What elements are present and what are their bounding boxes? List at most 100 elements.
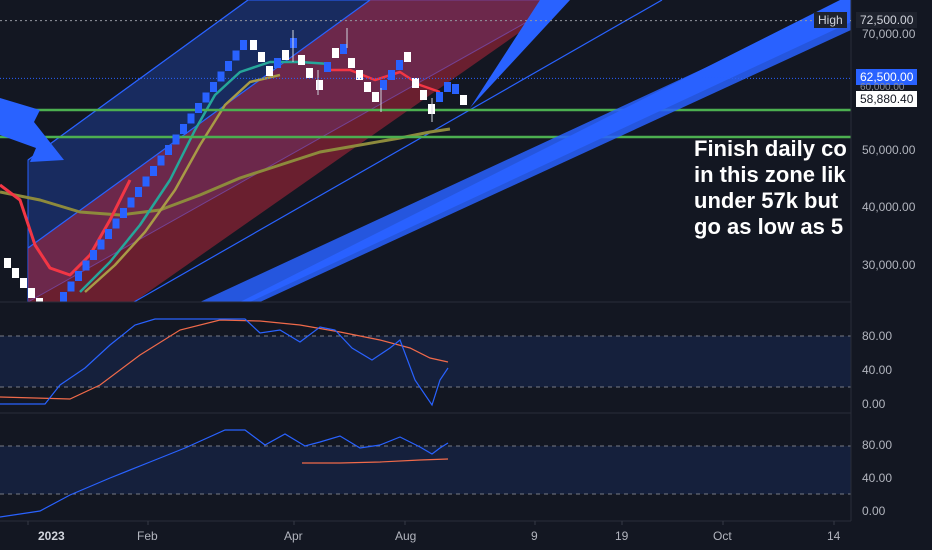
down-arrow-left: [0, 98, 64, 162]
candle-17: [150, 166, 157, 176]
price-tick-70000: 70,000.00: [862, 27, 916, 41]
candle-37: [306, 68, 313, 78]
osc2-tick-40: 40.00: [862, 471, 893, 485]
candle-46: [380, 80, 387, 90]
candle-8: [82, 260, 90, 271]
candle-0: [4, 258, 11, 268]
candle-51: [420, 90, 427, 100]
candle-44: [364, 82, 371, 92]
candle-28: [232, 50, 240, 61]
candle-27: [225, 61, 232, 71]
candle-36: [298, 55, 305, 65]
ma-teal-line: [79, 60, 331, 293]
candle-54: [444, 82, 451, 92]
candle-18: [157, 155, 165, 166]
arrow-steep: [470, 0, 570, 108]
osc2-tick-80: 80.00: [862, 438, 893, 452]
candle-43: [356, 70, 363, 80]
high-label: High: [814, 12, 847, 28]
candle-3: [28, 288, 35, 298]
candle-31: [258, 52, 265, 62]
candle-5: [60, 292, 67, 302]
red-channel-band: [28, 0, 566, 302]
candle-11: [105, 229, 112, 239]
candle-53: [436, 92, 443, 102]
candle-7: [75, 271, 82, 281]
osc2-main-line: [0, 429, 449, 518]
osc1-signal-line: [0, 319, 449, 400]
candle-30: [250, 40, 257, 50]
channel-lower-line: [133, 0, 663, 302]
ma-gold-line: [84, 73, 281, 293]
candle-4: [36, 298, 43, 302]
candle-6: [67, 281, 75, 292]
candle-14: [127, 197, 135, 208]
candle-56: [460, 95, 467, 105]
candle-50: [412, 78, 419, 88]
osc1-tick-40: 40.00: [862, 363, 893, 377]
time-label-14: 14: [827, 529, 841, 543]
candle-16: [142, 176, 150, 187]
candle-48: [396, 60, 403, 70]
channel-upper-line: [27, 0, 249, 161]
candle-41: [340, 44, 347, 54]
candle-12: [112, 218, 120, 229]
osc1-main-line: [0, 318, 449, 407]
candle-19: [165, 145, 172, 155]
osc2-band: [0, 446, 851, 494]
price-tick-40000: 40,000.00: [862, 200, 916, 214]
osc1-tick-0: 0.00: [862, 397, 886, 411]
candle-55: [452, 84, 459, 94]
candle-15: [135, 187, 142, 197]
candle-29: [240, 40, 247, 50]
channel-layer: [27, 0, 663, 302]
ma-red-line: [0, 179, 132, 277]
candle-13: [120, 208, 127, 218]
candle-42: [348, 58, 355, 68]
candle-22: [187, 113, 195, 124]
osc2-signal-line: [302, 458, 449, 464]
candle-45: [372, 92, 379, 102]
price-tick-30000: 30,000.00: [862, 258, 916, 272]
chart-annotation: Finish daily co in this zone lik under 5…: [694, 136, 847, 239]
osc1-tick-80: 80.00: [862, 329, 893, 343]
axes: [0, 0, 852, 525]
candle-40: [332, 48, 339, 58]
candle-23: [195, 103, 202, 113]
hidden-price-tag: 60,000.00: [860, 82, 905, 93]
candle-25: [210, 82, 217, 92]
current-price-tag: 62,500.00: [856, 69, 918, 85]
osc1-band: [0, 336, 851, 387]
candle-1: [12, 268, 19, 278]
high-value-tag: 72,500.00: [856, 12, 918, 28]
arrow-drawings: [0, 0, 851, 302]
candle-47: [388, 70, 395, 80]
osc2-tick-0: 0.00: [862, 504, 886, 518]
candle-34: [282, 50, 289, 60]
time-label-19: 19: [615, 529, 629, 543]
candles: [4, 28, 467, 302]
time-label-apr: Apr: [284, 529, 303, 543]
price-tick-50000: 50,000.00: [862, 143, 916, 157]
time-label-aug: Aug: [395, 529, 417, 543]
candle-21: [180, 124, 187, 134]
time-label-feb: Feb: [137, 529, 158, 543]
candle-9: [90, 250, 97, 260]
candle-49: [404, 52, 411, 62]
candle-20: [172, 134, 180, 145]
oscillator-panes: [0, 318, 851, 518]
arrow-diagonal-wide: [200, 10, 851, 302]
close-price-tag: 58,880.40: [856, 91, 918, 107]
support-levels: [0, 108, 851, 139]
time-label-2023: 2023: [38, 529, 65, 543]
candle-10: [97, 239, 105, 250]
candle-33: [274, 58, 281, 68]
time-label-oct: Oct: [713, 529, 732, 543]
candle-24: [202, 92, 210, 103]
candle-38: [316, 80, 323, 90]
candle-2: [20, 278, 27, 288]
candle-32: [266, 66, 273, 76]
candle-39: [324, 62, 331, 72]
candle-26: [217, 71, 225, 82]
